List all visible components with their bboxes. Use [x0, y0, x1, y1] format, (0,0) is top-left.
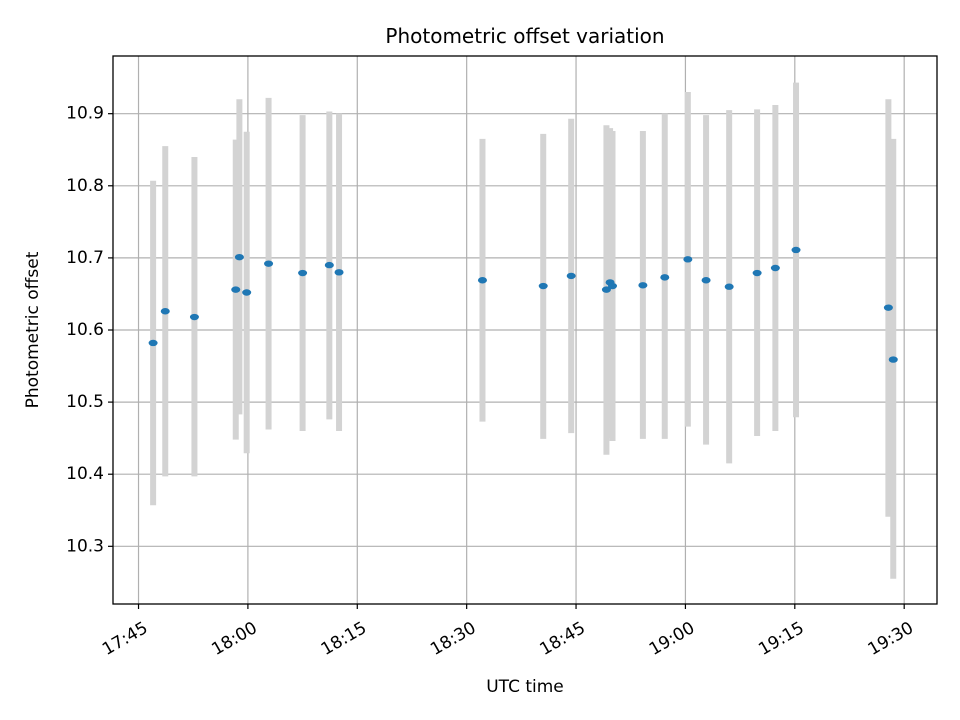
data-point	[334, 269, 344, 276]
data-point	[566, 272, 576, 280]
data-point	[538, 282, 548, 290]
data-point	[770, 264, 780, 272]
data-point	[608, 282, 618, 290]
data-point	[148, 339, 158, 347]
chart-title: Photometric offset variation	[385, 24, 664, 48]
data-point	[160, 308, 170, 315]
data-point	[752, 269, 762, 277]
y-tick-label: 10.7	[66, 248, 104, 268]
y-tick-label: 10.3	[66, 536, 104, 556]
y-tick-label: 10.9	[66, 104, 104, 124]
y-tick-label: 10.8	[66, 176, 104, 196]
data-point	[324, 261, 334, 269]
grid	[113, 56, 937, 604]
data-point	[234, 253, 244, 261]
y-axis: 10.3 10.4 10.5 10.6 10.7 10.8 10.9	[66, 104, 113, 556]
y-tick-label: 10.6	[66, 320, 104, 340]
data-point	[724, 283, 734, 290]
data-point	[638, 282, 648, 289]
x-axis-title: UTC time	[486, 677, 564, 697]
data-point	[660, 274, 670, 281]
data-point	[231, 286, 241, 293]
data-point	[242, 289, 252, 296]
data-point	[264, 260, 274, 267]
data-point	[683, 256, 693, 263]
data-point	[601, 286, 611, 293]
data-points	[148, 246, 898, 363]
data-point	[791, 246, 801, 254]
data-point	[701, 277, 711, 284]
y-tick-label: 10.5	[66, 392, 104, 412]
data-point	[888, 356, 898, 363]
data-point	[883, 304, 893, 311]
data-point	[298, 269, 308, 277]
y-tick-label: 10.4	[66, 464, 104, 484]
data-point	[477, 277, 487, 284]
y-axis-title: Photometric offset	[23, 251, 43, 408]
data-point	[189, 313, 199, 321]
